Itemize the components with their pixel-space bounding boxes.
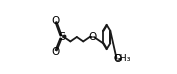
Text: CH₃: CH₃ [114, 54, 131, 63]
Text: O: O [114, 54, 122, 64]
Text: S: S [58, 32, 65, 42]
Text: O: O [52, 47, 60, 57]
Text: O: O [89, 32, 97, 42]
Text: O: O [52, 16, 60, 26]
